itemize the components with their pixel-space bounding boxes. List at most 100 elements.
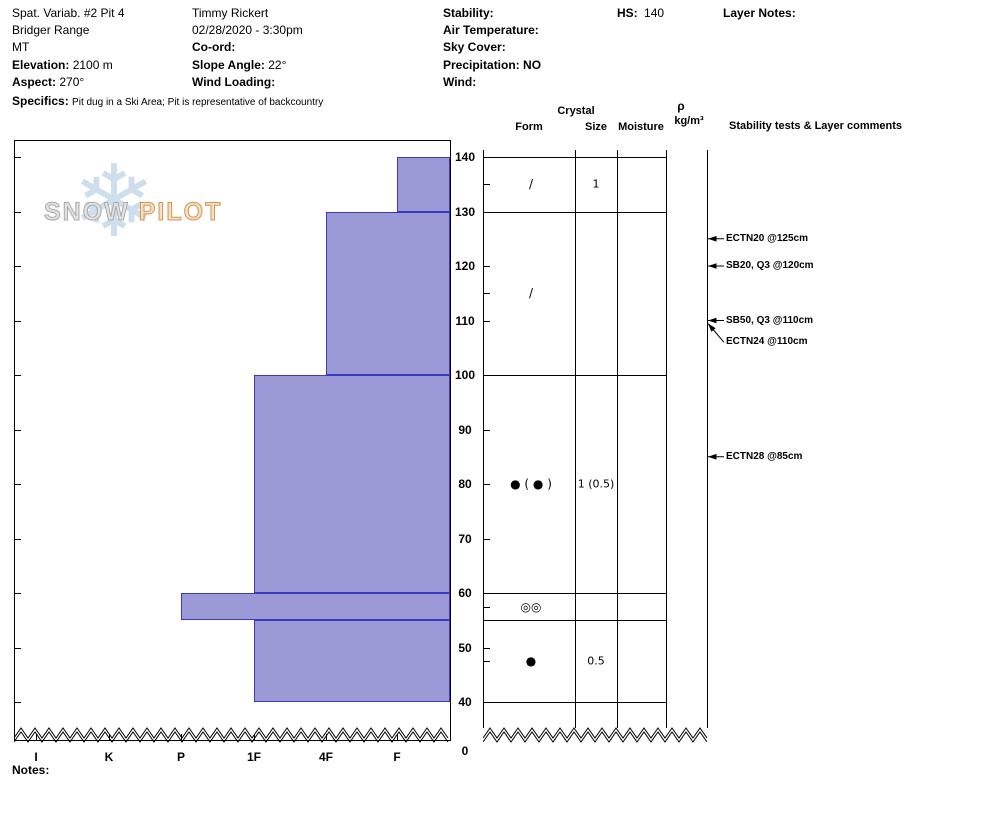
depth-axis-label: 130: [454, 204, 476, 219]
elevation-label: Elevation:: [12, 58, 70, 72]
density-symbol-header: ρ: [677, 99, 685, 113]
comments-header: Stability tests & Layer comments: [729, 120, 903, 132]
hardness-tick: [326, 734, 327, 741]
depth-axis-label: 40: [458, 695, 472, 709]
layer-boundary-line: [483, 620, 666, 622]
stability-test-label: ECTN20 @125cm: [726, 232, 809, 244]
hardness-bar-layer: [397, 157, 450, 212]
form-column-tick: [484, 320, 490, 322]
watermark-word-snow: SNOW: [44, 198, 130, 227]
layer-boundary-line: [483, 211, 666, 213]
hardness-tick: [36, 734, 37, 741]
form-column-tick: [484, 266, 490, 267]
elevation-line: Elevation: 2100 m: [12, 58, 113, 72]
hardness-tick: [109, 734, 110, 741]
grain-form-symbol: /: [528, 177, 534, 192]
table-rule-density-right: [707, 150, 708, 728]
specifics-label: Specifics:: [12, 94, 69, 108]
grain-form-symbol: ◎◎: [520, 599, 542, 614]
hardness-tick: [254, 734, 255, 741]
sky-cover-label: Sky Cover:: [443, 40, 506, 54]
hardness-axis-label: 4F: [318, 750, 333, 764]
grain-form-symbol: /: [528, 286, 534, 301]
hardness-bar-layer: [254, 620, 450, 702]
hs-line: HS: 140: [617, 6, 664, 20]
hardness-axis-label: F: [393, 750, 401, 764]
air-temperature-label: Air Temperature:: [443, 23, 539, 37]
form-header: Form: [515, 121, 543, 133]
layer-notes-label: Layer Notes:: [723, 6, 796, 20]
form-column-tick: [484, 661, 490, 663]
precipitation-label: Precipitation:: [443, 58, 520, 72]
hs-value: 140: [644, 6, 665, 20]
table-rule-size-moisture: [617, 150, 618, 728]
depth-tick: [15, 320, 21, 322]
depth-axis-label: 50: [458, 640, 472, 655]
layer-boundary-line: [483, 375, 666, 376]
wind-label: Wind:: [443, 75, 477, 89]
form-column-tick: [484, 647, 490, 649]
grain-size-value: 1 (0.5): [577, 477, 615, 491]
depth-tick: [15, 266, 21, 267]
moisture-header: Moisture: [618, 121, 664, 133]
snowflake-logo-icon: ❄: [72, 143, 156, 260]
hardness-axis-label: P: [176, 750, 185, 764]
slope-angle-label: Slope Angle:: [192, 58, 265, 72]
grain-form-symbol: ● ( ● ): [510, 477, 552, 491]
specifics-line: Specifics: Pit dug in a Ski Area; Pit is…: [12, 94, 323, 108]
depth-tick: [15, 157, 21, 158]
depth-axis-label: 90: [458, 422, 472, 437]
precipitation-value: NO: [523, 58, 542, 72]
coord-label: Co-ord:: [192, 40, 236, 54]
form-column-tick: [484, 606, 490, 608]
form-column-tick: [484, 538, 490, 540]
stability-test-label: ECTN28 @85cm: [726, 450, 803, 462]
depth-axis-label: 100: [454, 368, 476, 382]
depth-axis-label: 120: [454, 259, 476, 273]
depth-axis-label: 60: [458, 586, 472, 600]
stability-test-label: ECTN24 @110cm: [726, 336, 808, 348]
depth-tick: [15, 593, 21, 594]
wind-loading-label: Wind Loading:: [192, 75, 276, 89]
elevation-value: 2100 m: [72, 58, 113, 72]
scale-break-zigzag: [14, 727, 449, 743]
depth-axis-label: 140: [454, 150, 476, 164]
stability-test-arrows: [707, 235, 725, 460]
slope-angle-value: 22°: [268, 58, 287, 72]
depth-tick: [15, 484, 21, 485]
table-rule-moisture-density: [666, 150, 667, 728]
depth-axis-label: 80: [458, 477, 472, 491]
table-rule-form-left: [483, 150, 484, 728]
specifics-value: Pit dug in a Ski Area; Pit is representa…: [72, 97, 324, 108]
form-column-tick: [484, 484, 490, 485]
depth-axis-label: 70: [458, 531, 472, 546]
hardness-chart-area: [14, 140, 451, 741]
hardness-axis-label: K: [104, 750, 114, 764]
layer-boundary-line: [483, 702, 666, 703]
hardness-tick: [181, 734, 182, 741]
stability-label: Stability:: [443, 6, 494, 20]
depth-tick: [15, 375, 21, 376]
pit-title: Spat. Variab. #2 Pit 4: [12, 6, 125, 20]
aspect-value: 270°: [59, 75, 85, 89]
grain-form-symbol: ●: [525, 654, 537, 669]
grain-size-value: 0.5: [587, 654, 605, 668]
grain-size-value: 1: [592, 177, 600, 191]
precipitation-line: Precipitation: NO: [443, 58, 541, 72]
snowpilot-watermark: SNOW PILOT: [44, 198, 222, 227]
form-column-tick: [484, 429, 490, 431]
hardness-bar-layer: [326, 211, 450, 375]
pit-region: Bridger Range: [12, 23, 90, 37]
slope-angle-line: Slope Angle: 22°: [192, 58, 286, 72]
form-column-tick: [484, 184, 490, 186]
hardness-bar-layer: [181, 593, 450, 621]
watermark-word-pilot: PILOT: [138, 198, 223, 227]
table-rule-form-size: [575, 150, 576, 728]
aspect-line: Aspect: 270°: [12, 75, 84, 89]
hardness-axis-label: 1F: [246, 750, 261, 764]
depth-tick: [15, 538, 21, 540]
hardness-axis-label: I: [34, 750, 38, 764]
size-header: Size: [584, 121, 607, 133]
form-column-tick: [484, 293, 490, 295]
